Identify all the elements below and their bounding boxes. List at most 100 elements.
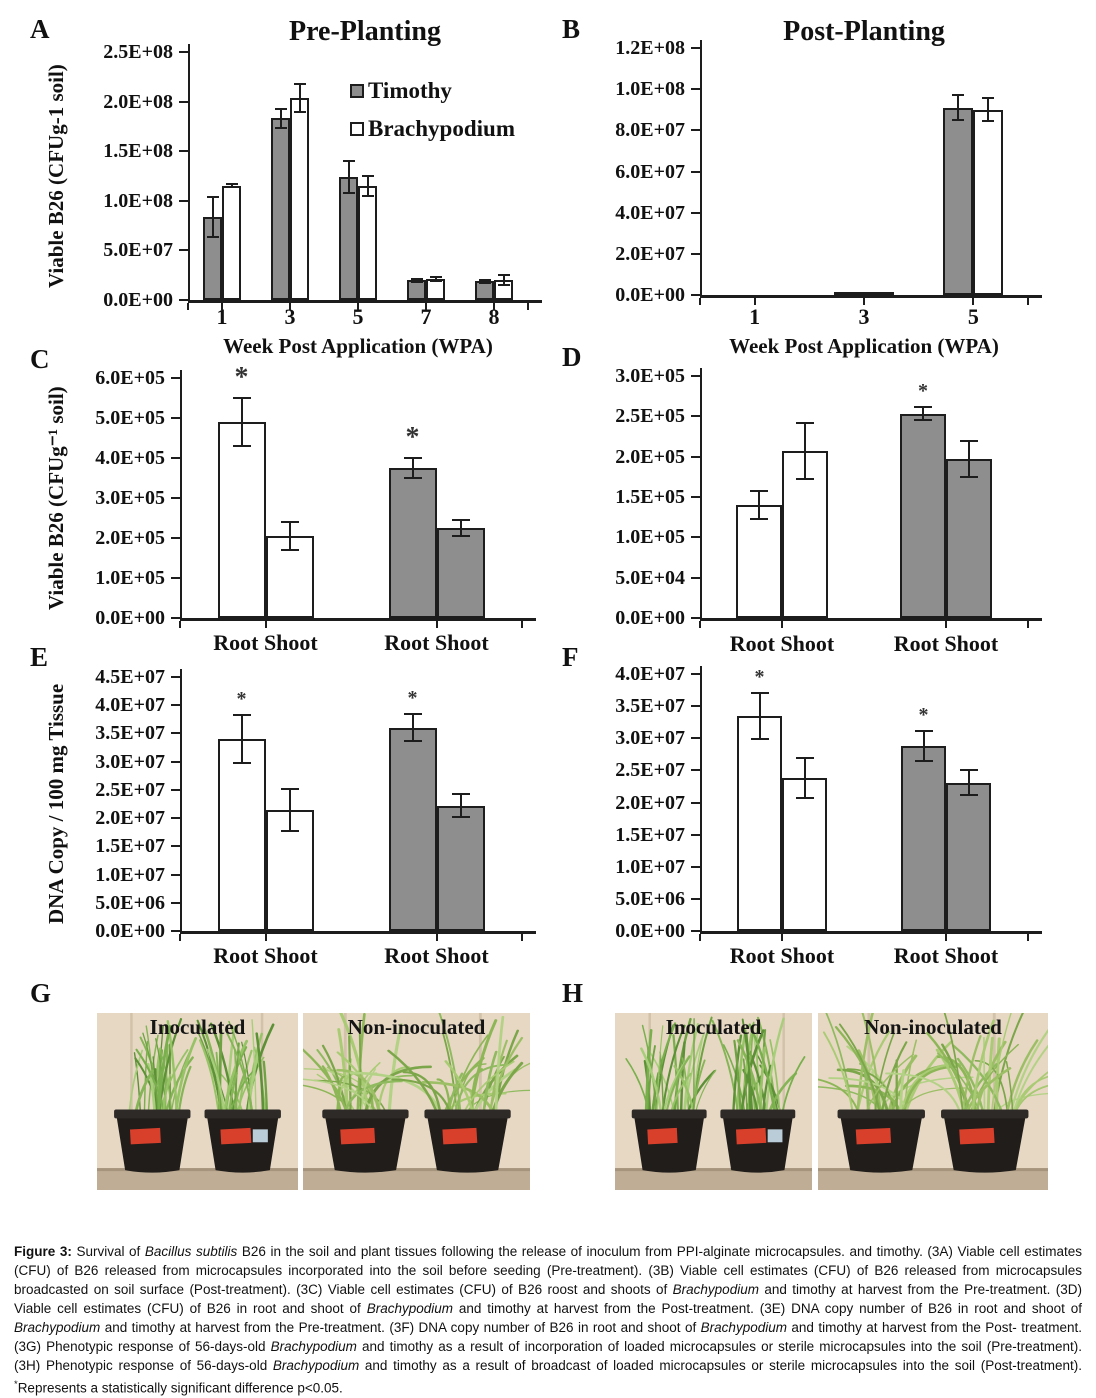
error-bar-cap: [403, 457, 422, 459]
x-axis-line: [180, 618, 536, 621]
caption-segment: Figure 3:: [14, 1244, 77, 1259]
y-tick-label: 0.0E+00: [615, 284, 685, 306]
x-tick-mark: [289, 303, 291, 310]
panel-letter: F: [562, 642, 579, 672]
x-tick-label: 1: [216, 304, 228, 329]
y-tick-mark: [691, 170, 700, 173]
x-axis-title: Week Post Application (WPA): [729, 334, 999, 358]
x-tick-mark: [945, 934, 947, 941]
error-bar-cap: [796, 478, 814, 481]
error-bar-cap: [478, 278, 491, 281]
bar: [737, 715, 782, 931]
significance-star: *: [234, 362, 249, 393]
bar: [736, 505, 782, 618]
y-tick-mark: [691, 801, 700, 804]
error-bar-cap: [232, 397, 251, 399]
y-tick-label: 3.5E+07: [615, 695, 685, 718]
y-axis-line: [180, 370, 182, 620]
error-bar-cap: [225, 186, 238, 189]
x-tick-label: Root Shoot: [384, 630, 489, 655]
y-tick-mark: [179, 150, 188, 153]
y-tick-mark: [171, 377, 180, 379]
y-tick-mark: [691, 737, 700, 740]
y-tick-label: 1.0E+08: [615, 78, 685, 101]
error-bar-cap: [959, 794, 978, 797]
photo-h-non-inoculated: Non-inoculated: [818, 1013, 1048, 1190]
significance-star: *: [918, 380, 928, 403]
y-tick-label: 1.5E+08: [103, 140, 173, 163]
y-tick-mark: [171, 417, 180, 419]
error-bar-cap: [750, 737, 769, 740]
error-bar-stem: [922, 730, 925, 762]
caption-segment: and timothy at harvest from the Pre-trea…: [100, 1320, 701, 1335]
error-bar-cap: [225, 183, 238, 186]
x-tick-mark: [945, 621, 947, 628]
bar: [217, 739, 266, 931]
x-tick-label: 8: [488, 304, 500, 329]
error-bar-stem: [483, 279, 486, 283]
error-bar-cap: [451, 815, 470, 818]
legend-swatch: [350, 84, 364, 98]
y-tick-mark: [691, 897, 700, 900]
y-tick-mark: [171, 497, 180, 499]
y-tick-label: 2.0E+05: [95, 527, 165, 549]
x-tick-label: Root Shoot: [729, 631, 835, 656]
error-bar-cap: [451, 519, 470, 521]
error-bar-cap: [274, 107, 287, 110]
y-tick-label: 6.0E+05: [95, 367, 165, 389]
caption-segment: Brachypodium: [672, 1282, 759, 1297]
chart-title: Post-Planting: [783, 16, 945, 47]
error-bar-cap: [342, 160, 355, 163]
y-axis-line: [700, 40, 702, 297]
plants-photo-illustration: [615, 1013, 812, 1190]
y-tick-mark: [171, 676, 180, 678]
bar: [217, 422, 266, 618]
y-tick-label: 0.0E+00: [95, 607, 165, 629]
error-bar-cap: [914, 729, 933, 732]
error-bar-stem: [288, 788, 291, 831]
x-tick-mark: [435, 934, 438, 941]
x-tick-label: 3: [284, 304, 296, 329]
error-bar-stem: [434, 277, 437, 282]
x-tick-label: 3: [858, 304, 870, 329]
y-tick-mark: [171, 901, 180, 904]
y-tick-label: 3.0E+05: [95, 487, 165, 509]
y-tick-mark: [691, 833, 700, 836]
caption-segment: Survival of: [76, 1244, 145, 1259]
y-axis-line: [700, 368, 702, 620]
x-tick-mark: [781, 621, 783, 628]
bar: [475, 281, 494, 300]
error-bar-cap: [451, 535, 470, 537]
photo-label: Non-inoculated: [347, 1015, 486, 1039]
y-tick-mark: [171, 457, 180, 459]
y-tick-label: 8.0E+07: [615, 119, 685, 142]
y-tick-label: 1.5E+07: [95, 835, 165, 858]
photo-label: Non-inoculated: [864, 1015, 1002, 1039]
bar: [290, 97, 309, 300]
y-tick-mark: [171, 845, 180, 848]
x-tick-mark: [179, 934, 181, 941]
legend-swatch: [350, 122, 364, 136]
significance-star: *: [918, 703, 929, 726]
x-tick-mark: [357, 303, 359, 310]
error-bar-cap: [280, 549, 299, 551]
error-bar-cap: [429, 280, 442, 283]
error-bar-stem: [240, 398, 243, 446]
error-bar-cap: [959, 768, 978, 771]
x-axis-line: [700, 618, 1042, 621]
error-bar-cap: [796, 421, 814, 424]
error-bar-stem: [288, 522, 291, 550]
x-tick-mark: [1027, 621, 1029, 628]
y-tick-mark: [171, 732, 180, 735]
error-bar-cap: [206, 235, 219, 238]
y-axis-line: [700, 666, 702, 933]
x-tick-mark: [699, 934, 701, 941]
x-axis-line: [180, 931, 536, 934]
panel-letter: E: [30, 642, 49, 672]
y-tick-mark: [171, 537, 180, 539]
x-tick-label: 5: [967, 304, 979, 329]
y-tick-label: 6.0E+07: [615, 160, 685, 183]
error-bar-stem: [804, 422, 806, 480]
x-axis-line: [188, 300, 542, 303]
error-bar-cap: [403, 477, 422, 479]
